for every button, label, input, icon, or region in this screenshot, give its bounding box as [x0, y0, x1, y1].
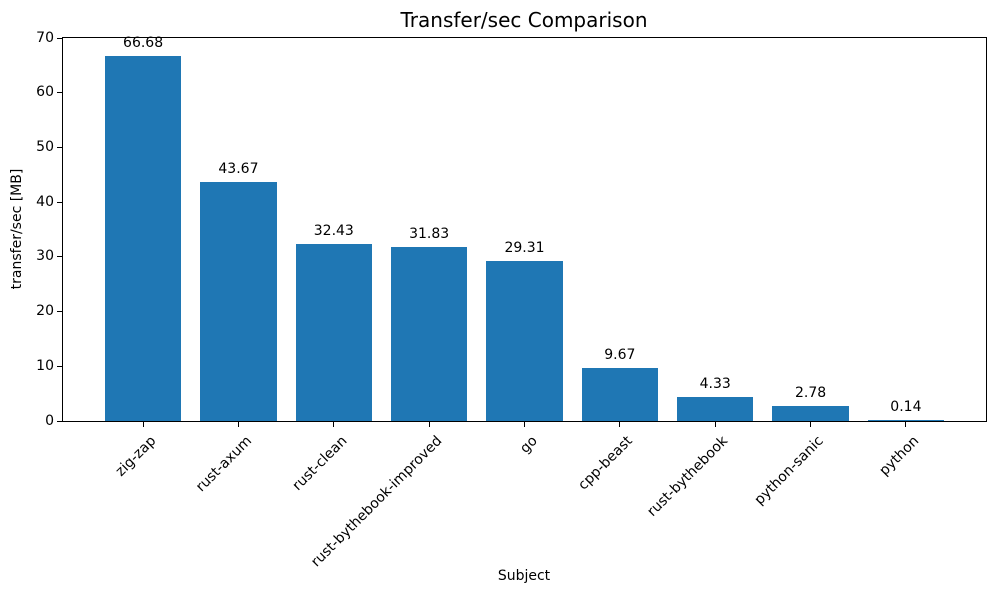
x-tick-label: rust-bythebook	[644, 433, 732, 520]
bar	[295, 243, 372, 421]
bar-value-label: 0.14	[890, 399, 922, 416]
bar-value-label: 31.83	[409, 225, 450, 242]
x-tick	[237, 422, 239, 427]
x-tick	[810, 422, 812, 427]
bar	[391, 246, 468, 421]
x-tick-label: zig-zap	[112, 433, 160, 480]
bar-value-label: 29.31	[504, 239, 545, 256]
y-tick-label: 60	[36, 84, 54, 101]
x-axis-label: Subject	[497, 568, 551, 584]
bar-value-label: 4.33	[699, 376, 731, 393]
y-tick	[57, 311, 62, 313]
y-tick-label: 30	[36, 248, 54, 265]
y-tick-label: 70	[36, 29, 54, 46]
x-tick-label: cpp-beast	[575, 433, 637, 494]
bar	[581, 368, 658, 421]
y-tick	[57, 365, 62, 367]
y-tick	[57, 92, 62, 94]
bar-value-label: 43.67	[218, 161, 259, 178]
x-tick	[428, 422, 430, 427]
x-tick	[905, 422, 907, 427]
y-tick-label: 20	[36, 303, 54, 320]
x-tick	[619, 422, 621, 427]
x-tick-label: python	[876, 433, 923, 479]
bar-value-label: 32.43	[313, 222, 354, 239]
y-tick	[57, 420, 62, 422]
bar	[200, 182, 277, 421]
x-tick	[142, 422, 144, 427]
y-tick	[57, 146, 62, 148]
bar	[867, 420, 945, 421]
x-tick	[333, 422, 335, 427]
x-tick-label: python-sanic	[751, 433, 827, 509]
x-tick	[524, 422, 525, 427]
x-tick-label: rust-clean	[289, 433, 351, 494]
bar-value-label: 9.67	[604, 347, 636, 364]
y-tick	[57, 256, 62, 258]
y-tick-label: 10	[36, 357, 54, 374]
x-tick-label: rust-axum	[192, 433, 255, 496]
y-tick-label: 0	[45, 412, 54, 429]
y-axis-label: transfer/sec [MB]	[9, 168, 25, 290]
x-tick	[714, 422, 716, 427]
bar	[104, 56, 182, 421]
y-tick	[57, 37, 62, 39]
chart-title: Transfer/sec Comparison	[400, 8, 648, 32]
y-tick	[57, 201, 62, 203]
x-tick-label: go	[517, 433, 541, 457]
bar-value-label: 66.68	[123, 35, 164, 52]
bar	[677, 397, 754, 421]
y-tick-label: 50	[36, 138, 54, 155]
bar	[772, 405, 849, 421]
y-tick-label: 40	[36, 193, 54, 210]
bar-value-label: 2.78	[794, 384, 827, 401]
bar	[486, 260, 563, 421]
